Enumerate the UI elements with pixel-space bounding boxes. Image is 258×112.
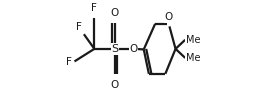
Text: S: S (111, 44, 118, 54)
Text: Me: Me (186, 53, 200, 63)
Text: O: O (165, 12, 173, 22)
Text: F: F (76, 22, 82, 32)
Text: F: F (66, 57, 72, 67)
Text: O: O (130, 44, 138, 54)
Text: F: F (91, 2, 97, 13)
Text: Me: Me (186, 35, 200, 45)
Text: O: O (111, 80, 119, 89)
Text: O: O (111, 8, 119, 18)
